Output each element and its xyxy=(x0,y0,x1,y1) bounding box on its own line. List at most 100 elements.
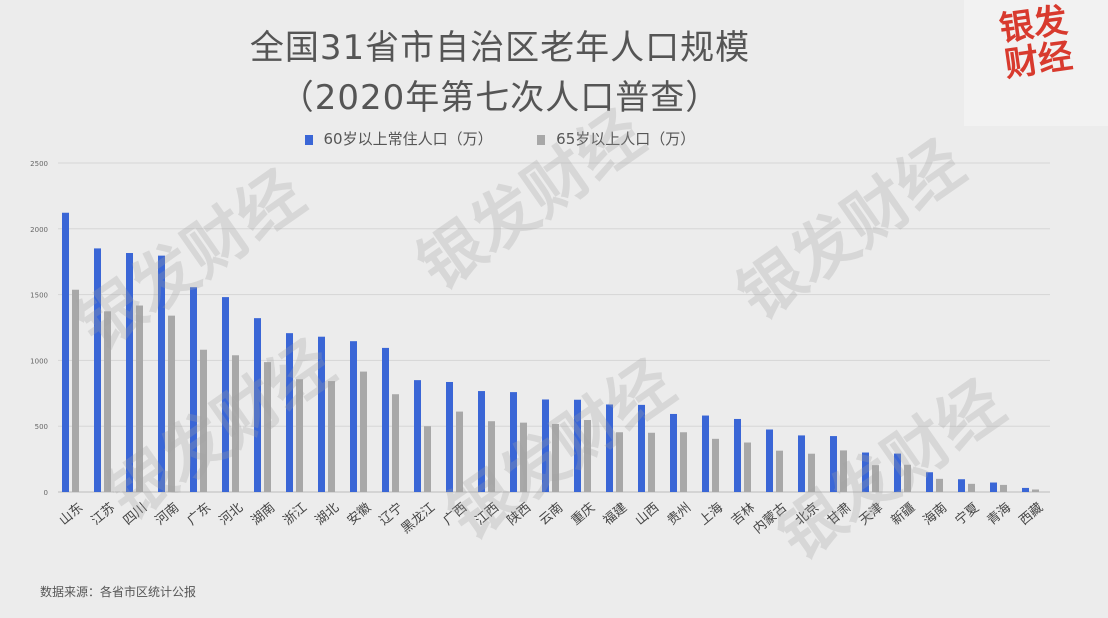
legend-label-60plus: 60岁以上常住人口（万） xyxy=(323,130,493,148)
bar-60plus-20 xyxy=(702,415,709,492)
x-tick-label-18: 山西 xyxy=(633,500,663,528)
x-tick-label-4: 广东 xyxy=(185,500,215,528)
bar-65plus-22 xyxy=(776,450,783,492)
x-tick-label-11: 黑龙江 xyxy=(399,500,439,537)
legend-swatch-65plus xyxy=(537,135,546,145)
logo-text: 银发财经 xyxy=(997,0,1076,86)
bar-65plus-9 xyxy=(360,371,367,492)
x-tick-label-14: 陕西 xyxy=(505,500,535,528)
bar-65plus-8 xyxy=(328,381,335,492)
x-tick-label-19: 贵州 xyxy=(665,500,695,528)
bar-65plus-25 xyxy=(872,465,879,492)
legend-item-60plus: 60岁以上常住人口（万） xyxy=(304,128,493,149)
bar-65plus-16 xyxy=(584,420,591,492)
bar-60plus-9 xyxy=(350,341,357,492)
bar-65plus-24 xyxy=(840,450,847,492)
y-tick-label-2500: 2500 xyxy=(30,160,48,168)
bar-60plus-3 xyxy=(158,255,165,492)
bar-65plus-17 xyxy=(616,432,623,492)
bar-60plus-5 xyxy=(222,297,229,492)
x-tick-label-5: 河北 xyxy=(217,500,247,528)
bar-60plus-23 xyxy=(798,435,805,492)
bar-65plus-10 xyxy=(392,394,399,492)
brand-logo: 银发财经 xyxy=(964,0,1108,126)
bar-65plus-21 xyxy=(744,442,751,492)
bar-60plus-28 xyxy=(958,479,965,492)
bar-60plus-13 xyxy=(478,391,485,492)
x-tick-label-1: 江苏 xyxy=(88,500,118,529)
bar-65plus-26 xyxy=(904,464,911,492)
bar-60plus-11 xyxy=(414,380,421,492)
bar-65plus-3 xyxy=(168,315,175,492)
bar-60plus-25 xyxy=(862,452,869,492)
bar-60plus-18 xyxy=(638,404,645,492)
x-tick-label-27: 海南 xyxy=(920,500,950,529)
x-tick-label-15: 云南 xyxy=(536,500,566,529)
x-tick-label-17: 福建 xyxy=(601,500,631,528)
bar-65plus-7 xyxy=(296,379,303,492)
x-tick-label-25: 天津 xyxy=(857,500,887,528)
bar-65plus-1 xyxy=(104,311,111,492)
y-tick-label-500: 500 xyxy=(35,423,48,431)
bar-60plus-7 xyxy=(286,333,293,492)
bar-60plus-12 xyxy=(446,381,453,492)
x-tick-label-6: 湖南 xyxy=(248,500,278,529)
x-tick-label-28: 宁夏 xyxy=(952,500,982,529)
bar-60plus-16 xyxy=(574,399,581,492)
bar-65plus-30 xyxy=(1032,489,1039,492)
legend: 60岁以上常住人口（万） 65岁以上人口（万） xyxy=(0,128,1000,149)
bar-60plus-0 xyxy=(62,212,69,492)
bar-60plus-21 xyxy=(734,418,741,492)
bar-60plus-10 xyxy=(382,347,389,492)
bar-65plus-12 xyxy=(456,411,463,492)
x-tick-label-7: 浙江 xyxy=(281,500,311,528)
bar-65plus-18 xyxy=(648,432,655,492)
bar-65plus-19 xyxy=(680,432,687,492)
x-tick-label-23: 北京 xyxy=(793,500,823,528)
bar-65plus-4 xyxy=(200,349,207,492)
bar-65plus-2 xyxy=(136,305,143,492)
bar-60plus-24 xyxy=(830,436,837,492)
x-tick-label-22: 内蒙古 xyxy=(750,500,790,537)
bar-60plus-30 xyxy=(1022,487,1029,492)
x-tick-label-13: 江西 xyxy=(473,500,503,528)
bar-60plus-17 xyxy=(606,404,613,492)
bar-65plus-28 xyxy=(968,483,975,492)
y-tick-label-2000: 2000 xyxy=(30,226,48,234)
data-source: 数据来源：各省市区统计公报 xyxy=(40,585,197,599)
y-tick-label-0: 0 xyxy=(44,489,48,497)
legend-item-65plus: 65岁以上人口（万） xyxy=(537,128,695,149)
bar-60plus-1 xyxy=(94,248,101,492)
x-tick-label-9: 安徽 xyxy=(345,500,375,528)
bar-65plus-27 xyxy=(936,478,943,492)
bar-60plus-15 xyxy=(542,399,549,492)
bar-65plus-14 xyxy=(520,422,527,492)
legend-swatch-60plus xyxy=(304,135,313,145)
bar-60plus-2 xyxy=(126,253,133,492)
bar-60plus-4 xyxy=(190,287,197,492)
x-tick-label-0: 山东 xyxy=(57,500,87,528)
x-tick-label-12: 广西 xyxy=(441,500,471,528)
x-tick-label-2: 四川 xyxy=(121,500,151,528)
bar-65plus-29 xyxy=(1000,484,1007,492)
bar-60plus-22 xyxy=(766,429,773,492)
bar-60plus-27 xyxy=(926,472,933,492)
bar-60plus-19 xyxy=(670,413,677,492)
x-tick-label-8: 湖北 xyxy=(313,500,343,528)
bar-60plus-8 xyxy=(318,336,325,492)
x-tick-label-26: 新疆 xyxy=(888,500,918,529)
y-tick-label-1000: 1000 xyxy=(30,357,48,365)
x-tick-label-16: 重庆 xyxy=(568,500,598,529)
chart-subtitle: （2020年第七次人口普查） xyxy=(279,78,721,118)
chart-title: 全国31省市自治区老年人口规模 xyxy=(249,28,751,68)
bar-60plus-29 xyxy=(990,482,997,492)
bar-65plus-23 xyxy=(808,453,815,492)
bar-65plus-5 xyxy=(232,355,239,492)
bar-60plus-6 xyxy=(254,318,261,492)
x-tick-label-30: 西藏 xyxy=(1017,500,1047,528)
bar-65plus-13 xyxy=(488,421,495,492)
x-tick-label-29: 青海 xyxy=(985,500,1015,528)
x-tick-label-20: 上海 xyxy=(697,500,727,528)
x-tick-label-3: 河南 xyxy=(152,500,182,529)
